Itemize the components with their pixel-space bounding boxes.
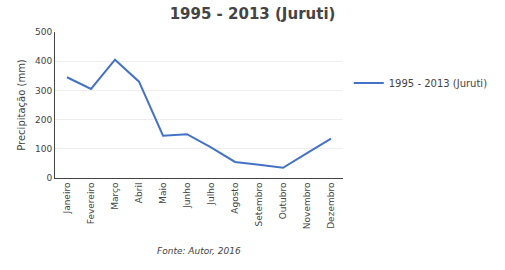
- svg-text:300: 300: [35, 86, 52, 96]
- svg-text:Dezembro: Dezembro: [326, 182, 336, 229]
- svg-text:Fonte: Autor, 2016: Fonte: Autor, 2016: [157, 246, 241, 256]
- svg-text:Junho: Junho: [182, 182, 192, 209]
- svg-text:1995 - 2013 (Juruti): 1995 - 2013 (Juruti): [389, 78, 487, 89]
- svg-text:500: 500: [35, 27, 52, 37]
- svg-text:Julho: Julho: [206, 182, 216, 206]
- svg-text:Novembro: Novembro: [302, 182, 312, 229]
- svg-text:Precipitação (mm): Precipitação (mm): [16, 59, 27, 151]
- svg-text:Outubro: Outubro: [278, 182, 288, 219]
- svg-text:Fevereiro: Fevereiro: [86, 182, 96, 224]
- svg-text:0: 0: [46, 173, 52, 183]
- svg-text:200: 200: [35, 115, 52, 125]
- svg-text:Abril: Abril: [134, 183, 144, 204]
- svg-text:1995 - 2013 (Juruti): 1995 - 2013 (Juruti): [170, 5, 336, 23]
- svg-text:Setembro: Setembro: [254, 182, 264, 226]
- svg-text:100: 100: [35, 144, 52, 154]
- svg-text:Agosto: Agosto: [230, 182, 240, 214]
- svg-text:Março: Março: [110, 182, 120, 210]
- svg-text:Maio: Maio: [158, 182, 168, 204]
- svg-text:Janeiro: Janeiro: [62, 182, 72, 214]
- svg-text:400: 400: [35, 56, 52, 66]
